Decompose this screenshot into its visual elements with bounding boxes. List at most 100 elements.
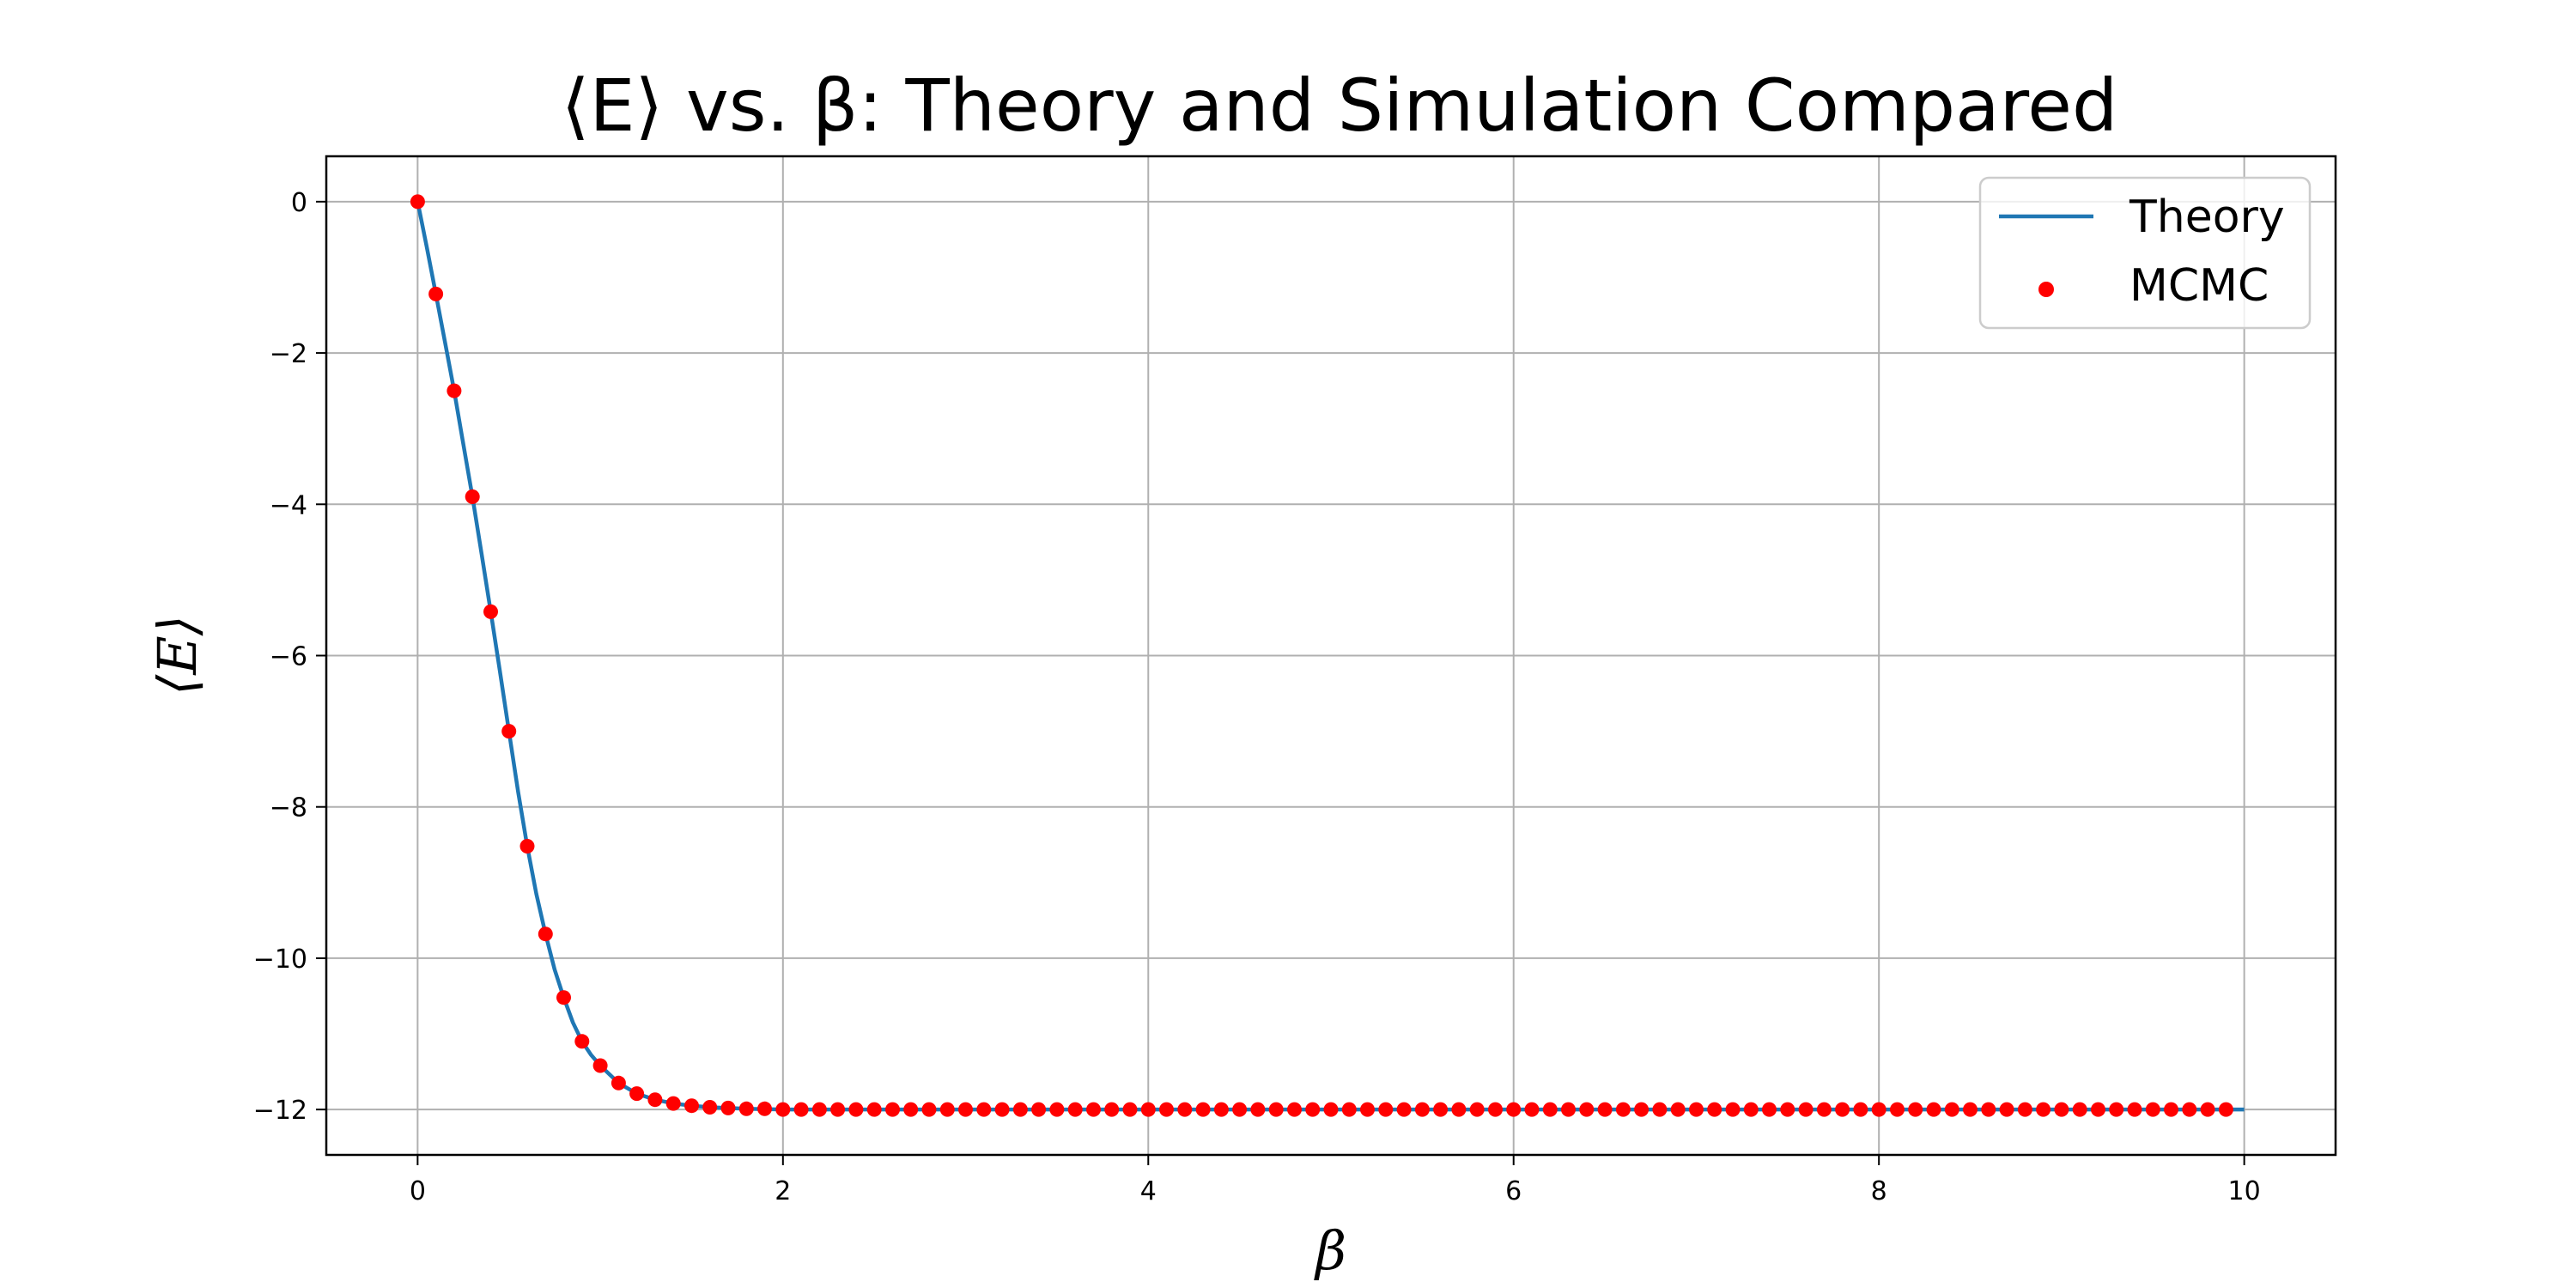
mcmc-point <box>1853 1102 1868 1117</box>
y-tick-label: −10 <box>253 945 307 975</box>
y-tick-label: −6 <box>270 642 307 672</box>
mcmc-point <box>1689 1102 1704 1117</box>
x-tick-label: 4 <box>1140 1176 1157 1206</box>
x-tick-label: 8 <box>1871 1176 1887 1206</box>
x-tick-label: 0 <box>410 1176 426 1206</box>
mcmc-point <box>1926 1102 1941 1117</box>
mcmc-point <box>1615 1102 1631 1117</box>
mcmc-point <box>2054 1102 2069 1117</box>
mcmc-point <box>1981 1102 1996 1117</box>
mcmc-point <box>2164 1102 2178 1117</box>
y-axis-label: ⟨E⟩ <box>146 615 209 696</box>
mcmc-point <box>1707 1102 1722 1117</box>
y-tick-label: −4 <box>270 490 307 520</box>
mcmc-point <box>592 1058 608 1073</box>
mcmc-point <box>1597 1102 1613 1117</box>
mcmc-point <box>1049 1102 1065 1117</box>
mcmc-point <box>1871 1102 1886 1117</box>
mcmc-point <box>1195 1102 1211 1117</box>
y-axis-ticks: 0 −2 −4 −6 −8 −10 −12 <box>253 188 326 1126</box>
mcmc-point <box>1725 1102 1741 1117</box>
y-tick-label: 0 <box>291 188 307 218</box>
legend-theory-label: Theory <box>2129 191 2285 243</box>
mcmc-point <box>738 1101 754 1116</box>
mcmc-point <box>958 1102 973 1117</box>
mcmc-point <box>1999 1102 2014 1117</box>
mcmc-point <box>410 194 425 210</box>
mcmc-point <box>538 927 553 942</box>
mcmc-point <box>866 1102 882 1117</box>
mcmc-point <box>1031 1102 1047 1117</box>
mcmc-point <box>2127 1102 2142 1117</box>
mcmc-point <box>830 1102 846 1117</box>
x-tick-label: 2 <box>775 1176 791 1206</box>
mcmc-point <box>629 1086 645 1102</box>
mcmc-point <box>519 839 535 854</box>
mcmc-point <box>1140 1102 1156 1117</box>
mcmc-point <box>1542 1102 1558 1117</box>
mcmc-point <box>1634 1102 1649 1117</box>
mcmc-point <box>1652 1102 1668 1117</box>
mcmc-point <box>921 1102 937 1117</box>
mcmc-point <box>2109 1102 2124 1117</box>
mcmc-point <box>811 1102 827 1117</box>
mcmc-point <box>1396 1102 1412 1117</box>
mcmc-point <box>1506 1102 1522 1117</box>
legend-mcmc-label: MCMC <box>2129 260 2269 312</box>
mcmc-point <box>1469 1102 1485 1117</box>
mcmc-point <box>1780 1102 1795 1117</box>
mcmc-point <box>720 1100 736 1115</box>
mcmc-point <box>757 1101 772 1116</box>
mcmc-point <box>1305 1102 1321 1117</box>
chart-title: ⟨E⟩ vs. β: Theory and Simulation Compare… <box>562 64 2118 148</box>
x-axis-ticks: 0 2 4 6 8 10 <box>410 1155 2261 1206</box>
mcmc-point <box>447 383 462 398</box>
mcmc-point <box>1250 1102 1266 1117</box>
mcmc-point <box>2091 1102 2105 1117</box>
mcmc-point <box>1488 1102 1503 1117</box>
mcmc-point <box>1561 1102 1576 1117</box>
mcmc-point <box>1908 1102 1923 1117</box>
mcmc-point <box>1835 1102 1850 1117</box>
mcmc-point <box>1341 1102 1357 1117</box>
mcmc-point <box>1944 1102 1959 1117</box>
y-tick-label: −2 <box>270 339 307 369</box>
mcmc-point <box>1104 1102 1120 1117</box>
mcmc-point <box>775 1102 791 1117</box>
mcmc-point <box>1268 1102 1284 1117</box>
mcmc-point <box>903 1102 919 1117</box>
mcmc-point <box>1360 1102 1375 1117</box>
legend: Theory MCMC <box>1978 176 2312 330</box>
mcmc-point <box>684 1098 699 1114</box>
mcmc-point <box>465 489 480 504</box>
mcmc-point <box>1433 1102 1449 1117</box>
mcmc-point <box>1579 1102 1595 1117</box>
y-tick-label: −8 <box>270 793 307 823</box>
mcmc-point <box>1963 1102 1978 1117</box>
mcmc-point <box>574 1034 590 1049</box>
mcmc-point <box>1159 1102 1174 1117</box>
mcmc-point <box>1816 1102 1832 1117</box>
mcmc-point <box>1798 1102 1814 1117</box>
mcmc-point <box>2145 1102 2160 1117</box>
legend-mcmc-swatch <box>2038 282 2054 297</box>
mcmc-point <box>702 1100 718 1115</box>
mcmc-point <box>428 286 444 301</box>
mcmc-point <box>1414 1102 1430 1117</box>
y-tick-label: −12 <box>253 1096 307 1126</box>
mcmc-point <box>1378 1102 1394 1117</box>
mcmc-point <box>1287 1102 1302 1117</box>
mcmc-point <box>1762 1102 1777 1117</box>
mcmc-point <box>939 1102 955 1117</box>
mcmc-point <box>1451 1102 1467 1117</box>
mcmc-point <box>1213 1102 1229 1117</box>
mcmc-point <box>1890 1102 1905 1117</box>
mcmc-point <box>994 1102 1010 1117</box>
x-tick-label: 6 <box>1505 1176 1522 1206</box>
mcmc-point <box>2182 1102 2197 1117</box>
mcmc-series <box>410 194 2233 1117</box>
mcmc-point <box>611 1075 626 1091</box>
x-tick-label: 10 <box>2228 1176 2261 1206</box>
mcmc-point <box>2036 1102 2051 1117</box>
